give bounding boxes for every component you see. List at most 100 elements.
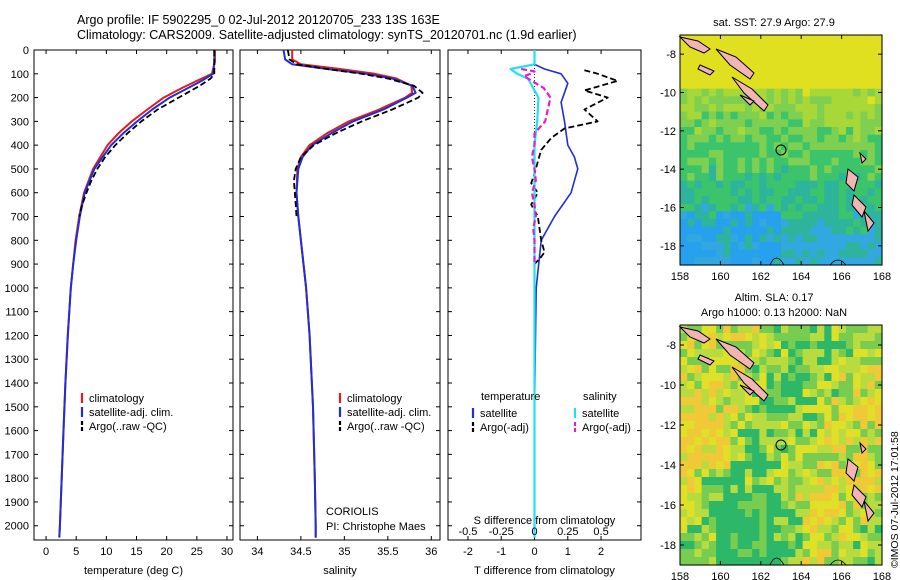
map1-heatmap-cell — [788, 104, 797, 113]
map2-heatmap-cell — [831, 325, 840, 334]
map2-heatmap-cell — [759, 349, 768, 358]
map1-heatmap-cell — [795, 35, 804, 44]
map1-heatmap-cell — [730, 73, 739, 82]
map1-heatmap-cell — [766, 42, 775, 51]
map2-heatmap-cell — [838, 333, 847, 342]
map1-heatmap-cell — [737, 96, 746, 105]
map2-heatmap-cell — [795, 493, 804, 502]
map2-heatmap-cell — [766, 349, 775, 358]
temp-xtick-label: 30 — [221, 546, 233, 558]
map2-heatmap-cell — [860, 333, 869, 342]
map1-heatmap-cell — [744, 111, 753, 120]
map1-heatmap-cell — [730, 119, 739, 128]
map1-heatmap-cell — [831, 242, 840, 251]
map1-heatmap-cell — [802, 65, 811, 74]
map1-heatmap-cell — [737, 226, 746, 235]
map1-heatmap-cell — [687, 88, 696, 97]
map2-heatmap-cell — [723, 333, 732, 342]
map2-heatmap-cell — [701, 429, 710, 438]
map1-heatmap-cell — [845, 196, 854, 205]
map1-heatmap-cell — [824, 188, 833, 197]
temp-xtick-label: 25 — [191, 546, 203, 558]
map2-heatmap-cell — [867, 341, 876, 350]
map1-heatmap-cell — [744, 196, 753, 205]
map1-heatmap-cell — [701, 88, 710, 97]
map1-heatmap-cell — [788, 226, 797, 235]
map1-heatmap-cell — [723, 180, 732, 189]
map1-heatmap-cell — [853, 242, 861, 251]
map1-heatmap-cell — [773, 219, 782, 228]
map1-heatmap-cell — [766, 88, 775, 97]
map2-heatmap-cell — [802, 501, 811, 510]
map1-heatmap-cell — [694, 180, 703, 189]
map1-heatmap-cell — [723, 81, 732, 90]
map2-heatmap-cell — [737, 541, 746, 550]
map1-coastline — [769, 257, 847, 266]
map2-heatmap-cell — [723, 325, 732, 334]
map1-heatmap-cell — [795, 81, 804, 90]
map1-heatmap-cell — [809, 219, 818, 228]
map1-heatmap-cell — [759, 150, 768, 159]
map2-heatmap-cell — [773, 517, 782, 526]
map2-heatmap-cell — [716, 429, 724, 438]
map1-heatmap-cell — [744, 219, 753, 228]
map2-heatmap-cell — [773, 357, 782, 366]
map2-heatmap-cell — [687, 517, 696, 526]
map1-heatmap-cell — [737, 257, 746, 266]
map1-heatmap-cell — [716, 104, 724, 113]
map1-heatmap-cell — [788, 96, 797, 105]
map2-heatmap-cell — [824, 413, 833, 422]
map2-heatmap-cell — [867, 525, 876, 534]
map2-heatmap-cell — [809, 421, 818, 430]
map1-heatmap-cell — [788, 211, 797, 220]
map1-heatmap-cell — [766, 219, 775, 228]
map2-heatmap-cell — [867, 493, 876, 502]
map2-heatmap-cell — [817, 557, 825, 566]
map1-heatmap-cell — [730, 219, 739, 228]
map1-heatmap-cell — [737, 180, 746, 189]
map2-heatmap-cell — [853, 453, 861, 462]
map1-heatmap-cell — [781, 88, 789, 97]
map1-heatmap-cell — [687, 165, 696, 174]
map1-heatmap-cell — [716, 203, 724, 212]
map2-heatmap-cell — [694, 509, 703, 518]
map1-heatmap-cell — [781, 96, 789, 105]
map2-heatmap-cell — [838, 389, 847, 398]
map2-heatmap-cell — [759, 477, 768, 486]
map2-heatmap-cell — [737, 533, 746, 542]
map2-heatmap-cell — [809, 389, 818, 398]
temp-ytick-label: 400 — [11, 140, 29, 152]
map2-heatmap-cell — [853, 549, 861, 558]
map1-heatmap-cell — [838, 96, 847, 105]
map1-island — [845, 168, 859, 192]
map1-heatmap-cell — [809, 226, 818, 235]
map2-heatmap-cell — [781, 429, 789, 438]
map2-heatmap-cell — [708, 349, 717, 358]
map1-xtick-label: 162 — [752, 271, 770, 283]
map2-heatmap-cell — [845, 541, 854, 550]
map2-heatmap-cell — [687, 493, 696, 502]
map2-heatmap-cell — [781, 389, 789, 398]
map2-heatmap-cell — [802, 429, 811, 438]
map1-heatmap-cell — [824, 242, 833, 251]
map1-heatmap-cell — [701, 73, 710, 82]
map1-heatmap-cell — [766, 188, 775, 197]
map2-heatmap-cell — [773, 325, 782, 334]
map1-heatmap-cell — [788, 65, 797, 74]
map2-heatmap-cell — [788, 541, 797, 550]
map1-heatmap-cell — [737, 203, 746, 212]
map1-xtick-label: 168 — [873, 271, 891, 283]
map2-heatmap-cell — [860, 501, 869, 510]
map1-heatmap-cell — [802, 249, 811, 258]
map1-heatmap-cell — [723, 42, 732, 51]
map1-heatmap-cell — [687, 249, 696, 258]
map2-heatmap-cell — [701, 405, 710, 414]
map2-heatmap-cell — [874, 389, 883, 398]
map1-heatmap-cell — [845, 104, 854, 113]
map1-heatmap-cell — [737, 127, 746, 136]
map2-heatmap-cell — [773, 397, 782, 406]
map1-heatmap-cell — [716, 157, 724, 166]
map1-heatmap-cell — [867, 111, 876, 120]
map2-heatmap-cell — [795, 533, 804, 542]
map2-heatmap-cell — [708, 533, 717, 542]
